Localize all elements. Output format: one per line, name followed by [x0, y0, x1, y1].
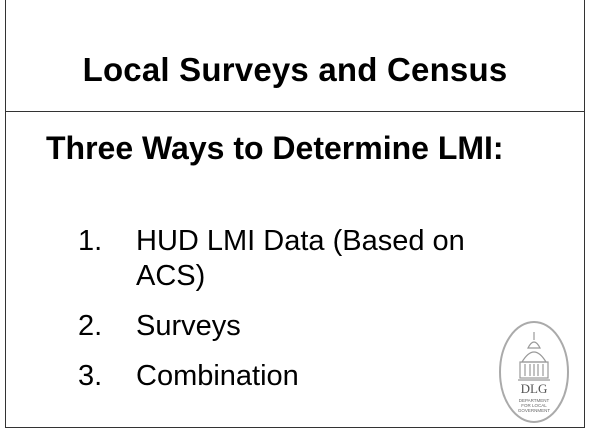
list-item: 3. Combination: [78, 359, 498, 394]
item-text: Surveys: [136, 310, 241, 342]
list-item: 2. Surveys: [78, 309, 498, 344]
item-text: HUD LMI Data (Based on ACS): [136, 225, 465, 292]
list: 1. HUD LMI Data (Based on ACS) 2. Surveys 3.…: [78, 224, 498, 409]
list-item: 1. HUD LMI Data (Based on ACS): [78, 224, 498, 294]
item-text: Combination: [136, 360, 299, 392]
item-marker: 2.: [78, 310, 103, 342]
title-box: Local Surveys and Census: [6, 0, 584, 112]
logo-abbr: DLG: [521, 381, 548, 396]
logo-line: DEPARTMENT: [519, 398, 550, 403]
dome-icon: [518, 332, 550, 381]
slide: Local Surveys and Census Three Ways to D…: [5, 0, 585, 428]
logo-line: FOR LOCAL: [521, 403, 547, 408]
item-marker: 3.: [78, 360, 103, 392]
heading: Three Ways to Determine LMI:: [46, 130, 504, 166]
logo-line: GOVERNMENT: [518, 408, 551, 413]
slide-title: Local Surveys and Census: [82, 50, 508, 88]
item-marker: 1.: [78, 225, 103, 257]
